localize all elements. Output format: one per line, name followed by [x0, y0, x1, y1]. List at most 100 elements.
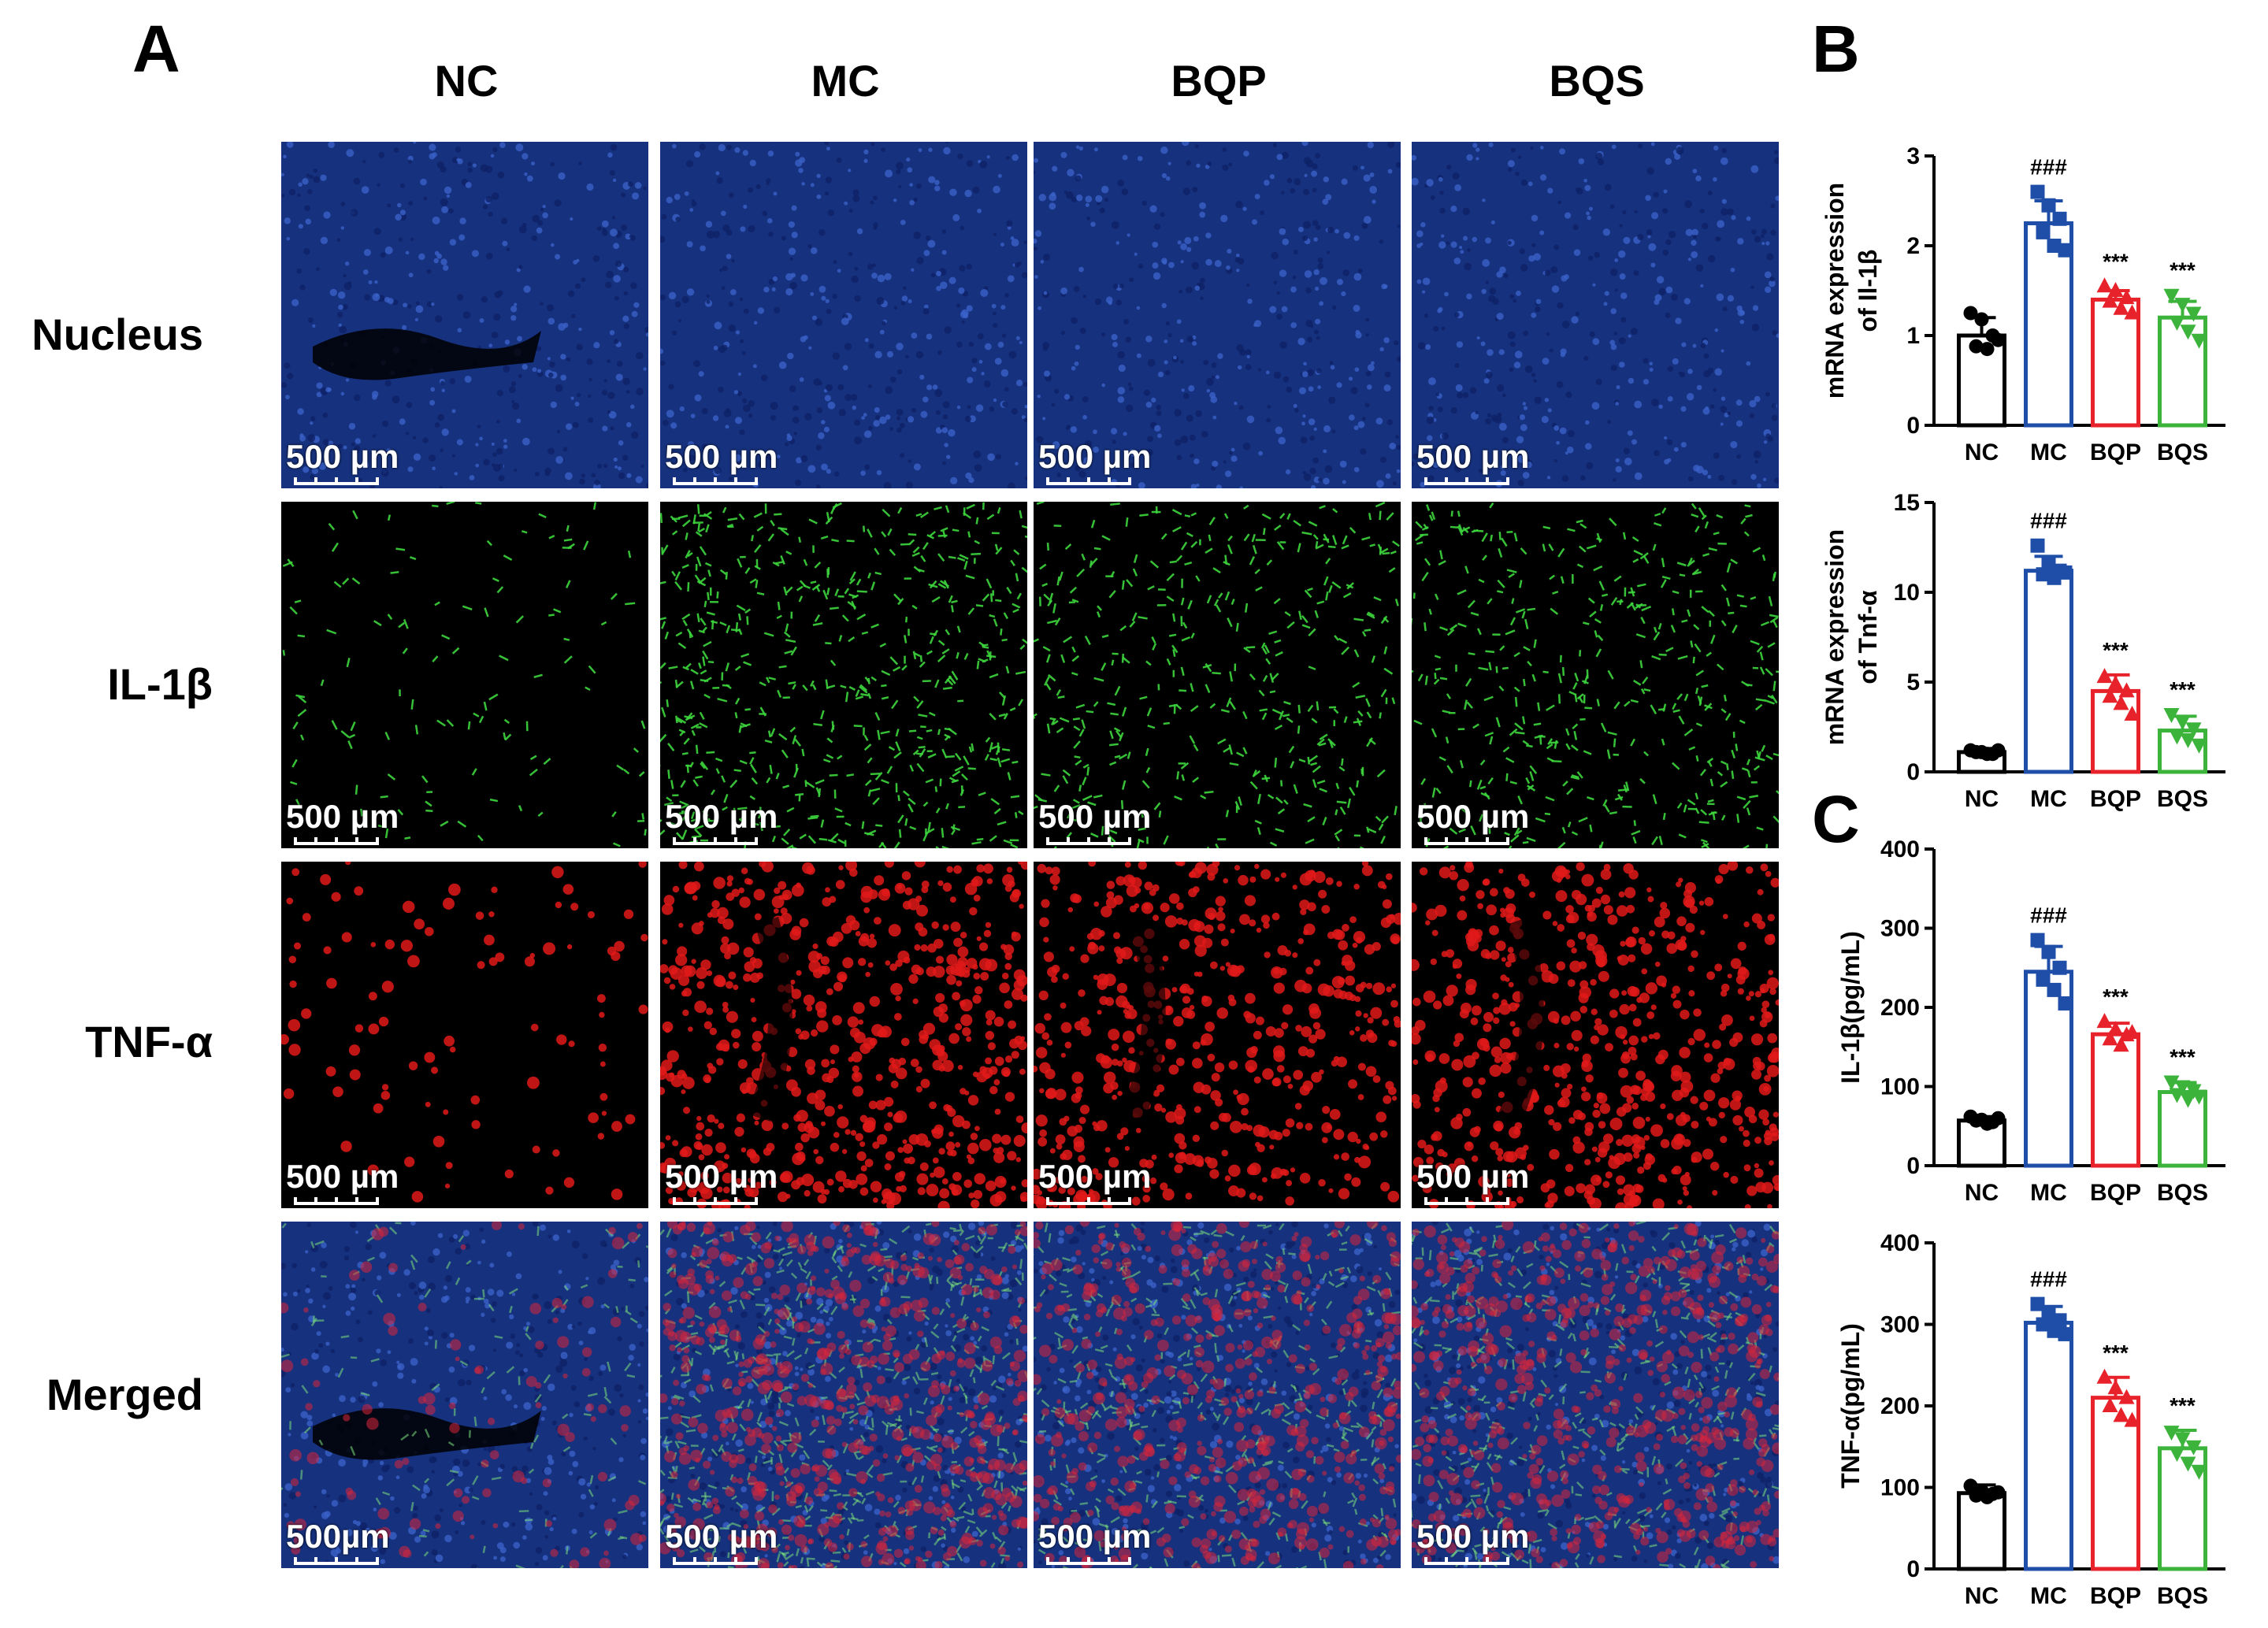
- y-tick-label: 0: [1906, 759, 1920, 785]
- scale-bar-label: 500 µm: [1038, 1519, 1151, 1554]
- data-point: [2097, 277, 2113, 292]
- significance-label: ***: [2170, 258, 2196, 283]
- micrograph-blue-bqs: 500 µm: [1412, 142, 1779, 488]
- data-point: [1991, 1111, 2006, 1126]
- scale-bar-label: 500 µm: [665, 439, 778, 474]
- scale-bar-label: 500 µm: [665, 1519, 778, 1554]
- row-label-tnfa: TNF-α: [0, 1016, 213, 1067]
- data-point: [2042, 198, 2056, 213]
- scale-bar-label: 500 µm: [286, 439, 399, 474]
- scale-bar: 500 µm: [1038, 799, 1151, 845]
- x-tick-label: BQS: [2157, 786, 2208, 812]
- data-point: [2058, 1327, 2073, 1341]
- data-point: [1975, 312, 1989, 326]
- significance-label: ***: [2103, 249, 2129, 273]
- column-header-nc: NC: [281, 55, 651, 106]
- y-tick-label: 400: [1880, 1230, 1920, 1256]
- significance-label: ###: [2030, 903, 2067, 928]
- scale-bar: 500 µm: [286, 799, 399, 845]
- y-tick-label: 300: [1880, 916, 1920, 942]
- scale-bar-label: 500 µm: [1416, 1519, 1529, 1554]
- scale-bar: 500 µm: [1038, 1519, 1151, 1565]
- scale-bar-label: 500 µm: [1038, 439, 1151, 474]
- y-axis-label: of Tnf-α: [1854, 590, 1882, 684]
- scale-bar-label: 500 µm: [1416, 439, 1529, 474]
- significance-label: ***: [2170, 1393, 2196, 1418]
- data-point: [2097, 1013, 2113, 1028]
- y-tick-label: 100: [1880, 1475, 1920, 1501]
- x-tick-label: NC: [1965, 786, 1999, 812]
- data-point: [1991, 1485, 2006, 1500]
- scale-bar-label: 500 µm: [286, 1159, 399, 1194]
- scale-bar-label: 500 µm: [1416, 1159, 1529, 1194]
- x-tick-label: BQS: [2157, 439, 2208, 465]
- y-tick-label: 400: [1880, 836, 1920, 862]
- data-point: [2058, 243, 2073, 258]
- micrograph-red-nc: 500 µm: [281, 862, 648, 1208]
- micrograph-blue-bqp: 500 µm: [1034, 142, 1401, 488]
- micrograph-merged-mc: 500 µm: [660, 1222, 1027, 1568]
- x-tick-label: NC: [1965, 1583, 1999, 1609]
- y-axis-label: mRNA expression: [1821, 529, 1849, 745]
- y-tick-label: 0: [1906, 413, 1920, 439]
- bar-bqp: [2093, 1034, 2139, 1166]
- data-point: [2031, 185, 2045, 199]
- row-label-il1b: IL-1β: [0, 658, 213, 710]
- micrograph-green-nc: 500 µm: [281, 502, 648, 848]
- y-tick-label: 3: [1906, 143, 1920, 169]
- x-tick-label: NC: [1965, 1180, 1999, 1206]
- bar-nc: [1959, 1493, 2005, 1569]
- scale-bar-label: 500 µm: [1416, 799, 1529, 834]
- micrograph-red-bqs: 500 µm: [1412, 862, 1779, 1208]
- data-point: [2058, 996, 2073, 1011]
- micrograph-red-bqp: 500 µm: [1034, 862, 1401, 1208]
- scale-bar: 500 µm: [665, 1159, 778, 1205]
- scale-bar-label: 500 µm: [1038, 799, 1151, 834]
- y-axis-label: of Il-1β: [1854, 250, 1882, 332]
- x-tick-label: BQP: [2090, 786, 2141, 812]
- data-point: [2036, 225, 2051, 239]
- scale-bar: 500 µm: [1416, 799, 1529, 845]
- data-point: [2058, 566, 2073, 580]
- scale-bar: 500 µm: [1416, 1519, 1529, 1565]
- data-point: [2053, 212, 2067, 226]
- scale-bar: 500 µm: [1038, 1159, 1151, 1205]
- data-point: [2053, 961, 2067, 975]
- y-tick-label: 300: [1880, 1312, 1920, 1338]
- scale-bar: 500 µm: [286, 1159, 399, 1205]
- column-header-mc: MC: [660, 55, 1030, 106]
- micrograph-green-bqp: 500 µm: [1034, 502, 1401, 848]
- scale-bar-label: 500 µm: [665, 799, 778, 834]
- x-tick-label: MC: [2030, 786, 2067, 812]
- y-tick-label: 15: [1894, 490, 1920, 516]
- y-tick-label: 0: [1906, 1153, 1920, 1179]
- scale-bar: 500 µm: [665, 799, 778, 845]
- micrograph-green-mc: 500 µm: [660, 502, 1027, 848]
- y-axis-label: TNF-α(pg/mL): [1836, 1323, 1865, 1489]
- row-label-merged: Merged: [0, 1369, 203, 1420]
- data-point: [1991, 333, 2006, 347]
- data-point: [2175, 1432, 2191, 1447]
- significance-label: ***: [2170, 677, 2196, 702]
- y-tick-label: 10: [1894, 580, 1920, 606]
- y-tick-label: 100: [1880, 1074, 1920, 1100]
- micrograph-merged-nc: 500µm: [281, 1222, 648, 1568]
- data-point: [2047, 983, 2062, 997]
- y-tick-label: 200: [1880, 995, 1920, 1021]
- micrograph-red-mc: 500 µm: [660, 862, 1027, 1208]
- x-tick-label: BQP: [2090, 439, 2141, 465]
- scale-bar-label: 500 µm: [1038, 1159, 1151, 1194]
- scale-bar: 500 µm: [1038, 439, 1151, 485]
- significance-label: ***: [2103, 1341, 2129, 1365]
- significance-label: ###: [2030, 509, 2067, 533]
- scale-bar-label: 500µm: [286, 1519, 390, 1554]
- column-header-bqp: BQP: [1034, 55, 1404, 106]
- significance-label: ###: [2030, 1267, 2067, 1292]
- y-tick-label: 2: [1906, 233, 1920, 259]
- x-tick-label: MC: [2030, 1180, 2067, 1206]
- y-tick-label: 5: [1906, 669, 1920, 695]
